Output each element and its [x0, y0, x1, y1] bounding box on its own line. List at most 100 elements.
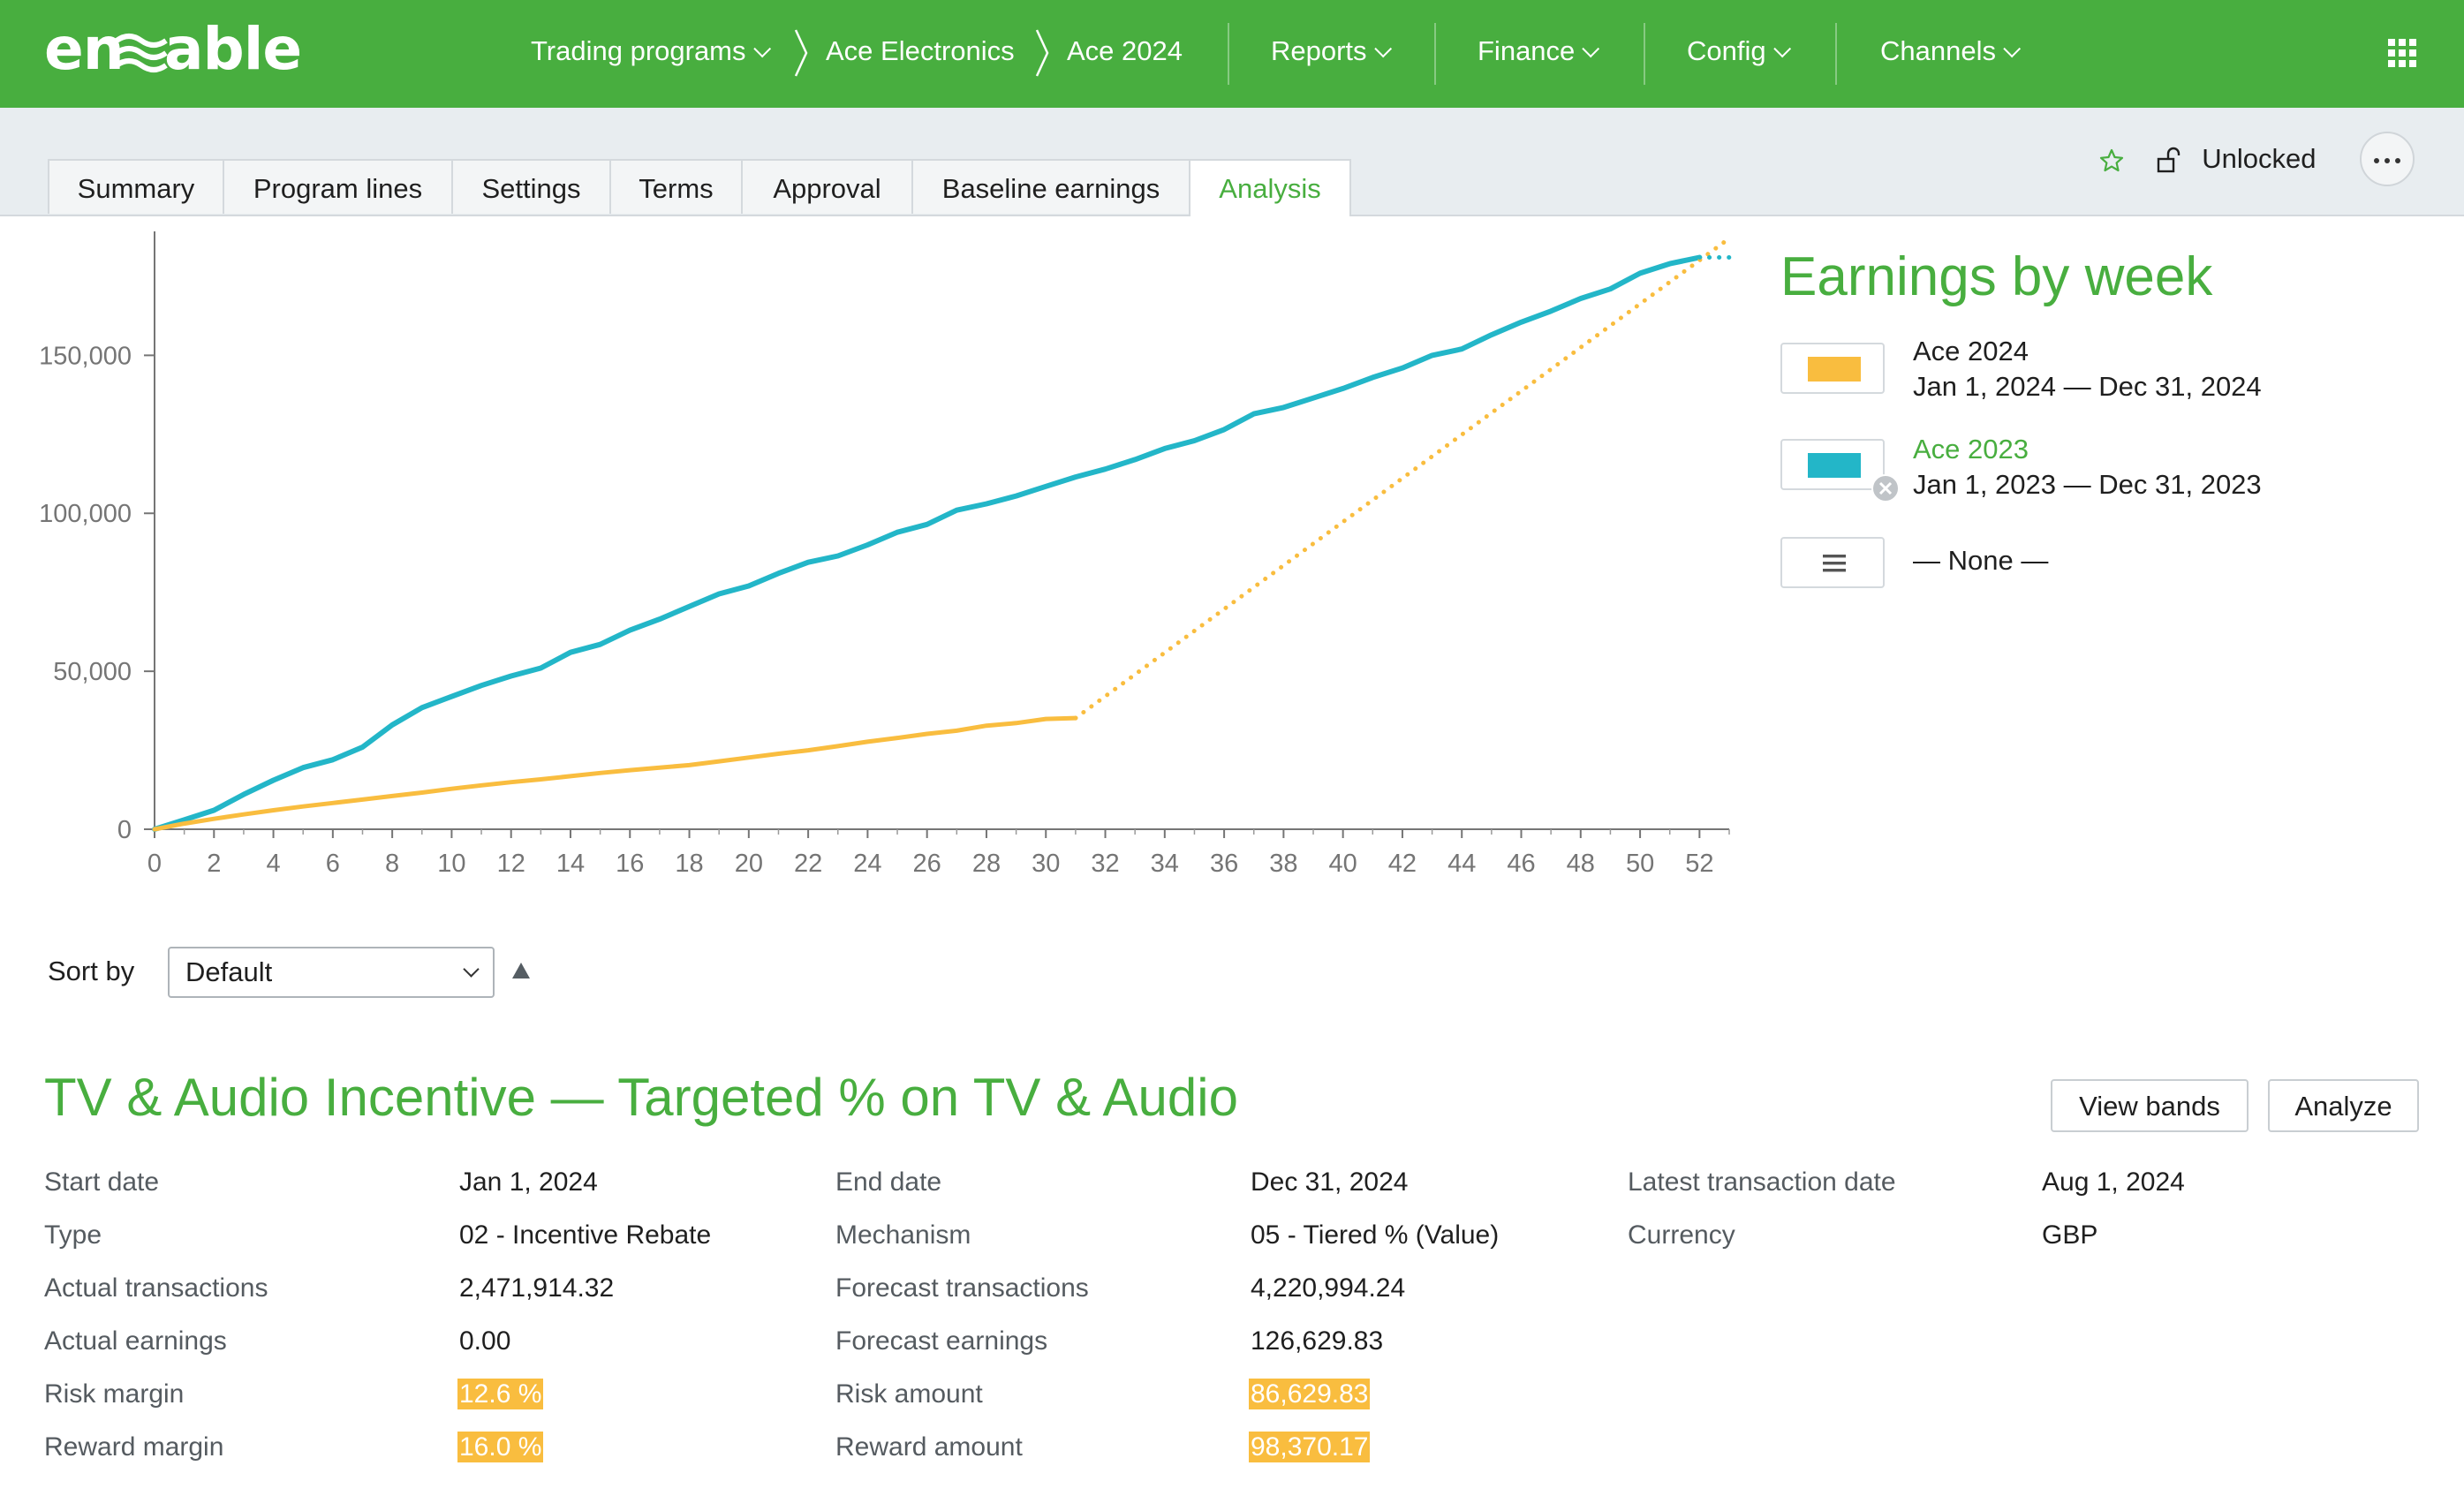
more-dot — [2395, 158, 2400, 163]
breadcrumb-ace-2024[interactable]: Ace 2024 — [1067, 0, 1183, 108]
y-tick-label: 50,000 — [53, 658, 132, 686]
nav-divider — [1835, 23, 1837, 85]
legend-add-series-button[interactable] — [1780, 537, 1885, 588]
tab-approval[interactable]: Approval — [741, 159, 913, 214]
tab-summary[interactable]: Summary — [48, 159, 224, 214]
breadcrumb-trading-programs[interactable]: Trading programs — [531, 0, 771, 108]
x-tick-label: 44 — [1447, 850, 1476, 878]
analyze-button[interactable]: Analyze — [2268, 1079, 2419, 1132]
latest-transaction-date-label: Latest transaction date — [1628, 1167, 1896, 1197]
currency-label: Currency — [1628, 1220, 1735, 1250]
chevron-down-icon — [752, 40, 771, 58]
x-tick-label: 18 — [675, 850, 703, 878]
remove-series-icon[interactable] — [1871, 473, 1901, 503]
actual-earnings-value: 0.00 — [459, 1326, 511, 1356]
nav-menu-reports[interactable]: Reports — [1271, 0, 1392, 108]
x-tick-label: 46 — [1507, 850, 1535, 878]
x-tick-label: 30 — [1032, 850, 1060, 878]
svg-text:en: en — [44, 18, 124, 79]
view-bands-button[interactable]: View bands — [2051, 1079, 2249, 1132]
mechanism-value: 05 - Tiered % (Value) — [1251, 1220, 1500, 1250]
series-line-ace-2024 — [152, 715, 1078, 832]
tab-settings[interactable]: Settings — [451, 159, 611, 214]
nav-menu-config[interactable]: Config — [1687, 0, 1791, 108]
star-icon[interactable] — [2098, 147, 2125, 174]
earnings-by-week-chart: 0 2 4 6 8 10 12 14 16 18 20 22 24 26 28 30 32 34 36 38 40 42 4… — [39, 231, 1732, 878]
apps-grid-icon[interactable] — [2388, 39, 2416, 67]
legend-series-ace-2023-button[interactable] — [1780, 439, 1885, 490]
x-tick-label: 50 — [1626, 850, 1654, 878]
breadcrumb-label: Ace Electronics — [826, 35, 1015, 66]
series-line-ace-2023 — [152, 254, 1703, 832]
nav-menu-label: Finance — [1478, 35, 1576, 66]
risk-amount-value: 86,629.83 — [1249, 1379, 1371, 1409]
lock-status[interactable]: Unlocked — [2098, 132, 2317, 185]
mechanism-label: Mechanism — [835, 1220, 971, 1250]
x-tick-label: 52 — [1685, 850, 1713, 878]
x-tick-label: 38 — [1269, 850, 1297, 878]
svg-text:able: able — [164, 18, 301, 79]
program-line-title: TV & Audio Incentive — Targeted % on TV … — [44, 1068, 1238, 1127]
nav-divider — [1434, 23, 1436, 85]
actual-earnings-label: Actual earnings — [44, 1326, 227, 1356]
nav-menu-label: Channels — [1880, 35, 1996, 66]
legend-series-ace-2024-button[interactable] — [1780, 343, 1885, 394]
start-date-value: Jan 1, 2024 — [459, 1167, 598, 1197]
x-tick-label: 20 — [735, 850, 763, 878]
reward-margin-value-wrap: 16.0 % — [457, 1432, 544, 1462]
actual-transactions-label: Actual transactions — [44, 1273, 268, 1303]
forecast-earnings-value: 126,629.83 — [1251, 1326, 1384, 1356]
sort-ascending-icon[interactable] — [510, 961, 532, 980]
legend-series-ace-2023: Ace 2023 Jan 1, 2023 — Dec 31, 2023 — [1913, 432, 2262, 502]
more-options-button[interactable] — [2360, 132, 2415, 186]
x-tick-label: 34 — [1151, 850, 1179, 878]
reward-amount-value-wrap: 98,370.17 — [1249, 1432, 1371, 1462]
breadcrumb-separator-icon — [794, 29, 808, 77]
x-tick-label: 32 — [1091, 850, 1119, 878]
sort-select-value: Default — [185, 956, 273, 987]
forecast-earnings-label: Forecast earnings — [835, 1326, 1048, 1356]
tab-program-lines[interactable]: Program lines — [223, 159, 453, 214]
y-tick-label: 0 — [117, 816, 132, 844]
sort-select[interactable]: Default — [168, 947, 495, 998]
legend-swatch — [1808, 453, 1861, 478]
nav-menu-label: Reports — [1271, 35, 1367, 66]
x-tick-label: 48 — [1567, 850, 1595, 878]
end-date-label: End date — [835, 1167, 942, 1197]
series-line-ace-2024-forecast — [1073, 236, 1732, 721]
tab-terms[interactable]: Terms — [609, 159, 743, 214]
breadcrumb-ace-electronics[interactable]: Ace Electronics — [826, 0, 1015, 108]
nav-menu-channels[interactable]: Channels — [1880, 0, 2022, 108]
end-date-value: Dec 31, 2024 — [1251, 1167, 1409, 1197]
x-tick-label: 14 — [556, 850, 585, 878]
legend-swatch — [1808, 357, 1861, 382]
x-tick-label: 28 — [972, 850, 1001, 878]
nav-menu-finance[interactable]: Finance — [1478, 0, 1600, 108]
tab-baseline-earnings[interactable]: Baseline earnings — [911, 159, 1190, 214]
chart-title: Earnings by week — [1780, 246, 2213, 307]
x-tick-label: 36 — [1210, 850, 1238, 878]
chevron-down-icon — [463, 961, 480, 978]
legend-series-dates: Jan 1, 2023 — Dec 31, 2023 — [1913, 469, 2262, 500]
tab-analysis[interactable]: Analysis — [1189, 159, 1351, 216]
enable-logo[interactable]: en able — [44, 15, 309, 83]
x-tick-label: 6 — [326, 850, 340, 878]
chevron-down-icon — [1373, 40, 1392, 58]
risk-margin-value-wrap: 12.6 % — [457, 1379, 544, 1409]
x-tick-label: 42 — [1388, 850, 1417, 878]
unlocked-padlock-icon — [2157, 147, 2180, 173]
risk-margin-label: Risk margin — [44, 1379, 185, 1409]
x-tick-label: 16 — [616, 850, 644, 878]
x-tick-label: 24 — [853, 850, 881, 878]
reward-margin-value: 16.0 % — [457, 1432, 544, 1462]
nav-divider — [1228, 23, 1229, 85]
risk-amount-label: Risk amount — [835, 1379, 983, 1409]
x-tick-label: 26 — [913, 850, 941, 878]
actual-transactions-value: 2,471,914.32 — [459, 1273, 615, 1303]
chevron-down-icon — [1582, 40, 1600, 58]
breadcrumb-separator-icon — [1035, 29, 1049, 77]
y-tick-label: 100,000 — [39, 500, 132, 528]
x-tick-label: 10 — [437, 850, 465, 878]
forecast-transactions-value: 4,220,994.24 — [1251, 1273, 1406, 1303]
x-tick-label: 0 — [147, 850, 162, 878]
